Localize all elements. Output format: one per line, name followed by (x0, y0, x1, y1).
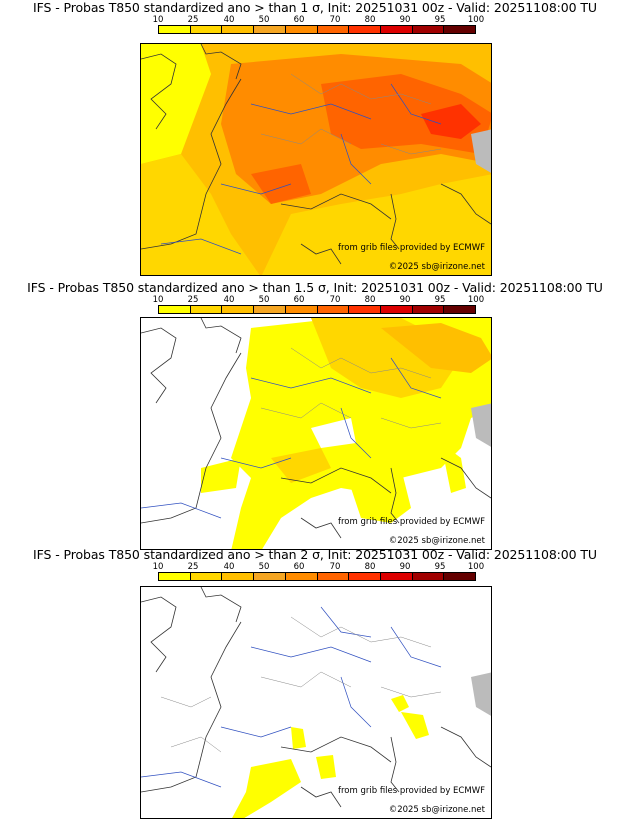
colorbar-tick: 80 (364, 295, 376, 305)
colorbar-segment (190, 306, 223, 313)
colorbar-segment (285, 573, 318, 580)
colorbar-tick: 60 (293, 15, 305, 25)
colorbar-tick: 25 (187, 15, 199, 25)
colorbar-tick: 25 (187, 295, 199, 305)
colorbar-segment (222, 306, 255, 313)
panel-title: IFS - Probas T850 standardized ano > tha… (33, 0, 597, 15)
colorbar-tick: 95 (434, 15, 446, 25)
probability-map: from grib files provided by ECMWF ©2025 … (140, 43, 492, 276)
colorbar-tick: 40 (223, 15, 235, 25)
colorbar-tick: 95 (434, 295, 446, 305)
colorbar-labels: 10 25 40 50 60 70 80 90 95 100 (140, 562, 485, 572)
colorbar-tick: 80 (364, 562, 376, 572)
colorbar-tick: 60 (293, 562, 305, 572)
colorbar-segment (222, 26, 255, 33)
colorbar-tick: 100 (467, 562, 485, 572)
panel-2sigma: IFS - Probas T850 standardized ano > tha… (0, 547, 630, 823)
colorbar-tick: 40 (223, 295, 235, 305)
colorbar-segment (412, 306, 445, 313)
colorbar-tick: 70 (329, 15, 341, 25)
colorbar-tick: 90 (399, 295, 411, 305)
colorbar-tick: 70 (329, 562, 341, 572)
copyright-credit: ©2025 sb@irizone.net (388, 536, 485, 546)
panel-1sigma: IFS - Probas T850 standardized ano > tha… (0, 0, 630, 276)
colorbar-tick: 70 (329, 295, 341, 305)
colorbar-segment (444, 26, 476, 33)
colorbar-tick: 40 (223, 562, 235, 572)
colorbar-segment (254, 573, 286, 580)
colorbar-tick: 10 (152, 562, 164, 572)
colorbar-segment (380, 306, 413, 313)
colorbar-labels: 10 25 40 50 60 70 80 90 95 100 (140, 15, 485, 25)
probability-map: from grib files provided by ECMWF ©2025 … (140, 317, 492, 550)
colorbar-segment (444, 573, 476, 580)
colorbar (158, 572, 476, 581)
colorbar-segment (285, 26, 318, 33)
colorbar-tick: 90 (399, 15, 411, 25)
copyright-credit: ©2025 sb@irizone.net (388, 805, 485, 815)
colorbar-segment (349, 306, 381, 313)
colorbar-segment (317, 26, 350, 33)
colorbar-tick: 50 (258, 15, 270, 25)
map-graphic (141, 318, 491, 549)
map-graphic (141, 44, 491, 275)
colorbar-segment (285, 306, 318, 313)
colorbar-segment (317, 306, 350, 313)
colorbar-segment (159, 306, 191, 313)
colorbar-tick: 100 (467, 295, 485, 305)
map-graphic (141, 587, 491, 818)
colorbar-tick: 80 (364, 15, 376, 25)
colorbar-segment (317, 573, 350, 580)
panel-title: IFS - Probas T850 standardized ano > tha… (27, 280, 603, 295)
colorbar-segment (380, 573, 413, 580)
colorbar (158, 25, 476, 34)
colorbar-tick: 25 (187, 562, 199, 572)
colorbar-tick: 10 (152, 295, 164, 305)
colorbar-segment (412, 26, 445, 33)
colorbar-segment (349, 26, 381, 33)
colorbar-tick: 90 (399, 562, 411, 572)
source-credit: from grib files provided by ECMWF (338, 517, 485, 527)
colorbar-segment (254, 306, 286, 313)
colorbar-segment (349, 573, 381, 580)
colorbar-segment (190, 573, 223, 580)
colorbar-segment (190, 26, 223, 33)
colorbar-tick: 95 (434, 562, 446, 572)
colorbar-segment (380, 26, 413, 33)
colorbar-segment (159, 573, 191, 580)
colorbar-segment (159, 26, 191, 33)
copyright-credit: ©2025 sb@irizone.net (388, 262, 485, 272)
source-credit: from grib files provided by ECMWF (338, 786, 485, 796)
colorbar-segment (412, 573, 445, 580)
colorbar-tick: 50 (258, 562, 270, 572)
source-credit: from grib files provided by ECMWF (338, 243, 485, 253)
colorbar-labels: 10 25 40 50 60 70 80 90 95 100 (140, 295, 485, 305)
panel-title: IFS - Probas T850 standardized ano > tha… (33, 547, 597, 562)
panel-1-5sigma: IFS - Probas T850 standardized ano > tha… (0, 280, 630, 556)
colorbar-tick: 50 (258, 295, 270, 305)
colorbar-segment (222, 573, 255, 580)
colorbar-tick: 10 (152, 15, 164, 25)
colorbar-segment (444, 306, 476, 313)
colorbar (158, 305, 476, 314)
probability-map: from grib files provided by ECMWF ©2025 … (140, 586, 492, 819)
colorbar-tick: 100 (467, 15, 485, 25)
colorbar-segment (254, 26, 286, 33)
colorbar-tick: 60 (293, 295, 305, 305)
